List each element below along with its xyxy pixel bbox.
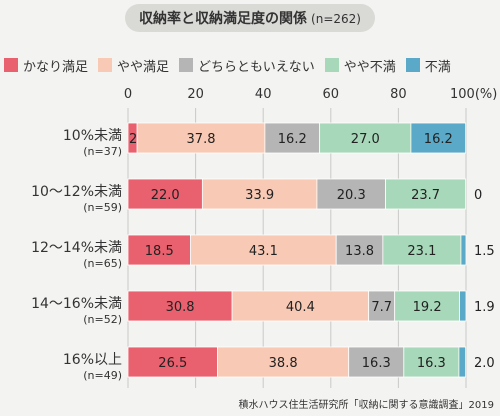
legend-item-yaya-manzoku: やや満足 <box>98 56 169 75</box>
legend-label-yaya-fuman: やや不満 <box>343 59 396 75</box>
bar-segment <box>136 122 266 154</box>
bar-segment <box>316 178 386 210</box>
data-label: 30.8 <box>166 300 195 315</box>
category-sample-size: (n=49) <box>83 369 122 382</box>
data-label: 16.3 <box>417 356 446 371</box>
bar-segment <box>458 346 467 378</box>
x-tick-label-0: 0 <box>124 87 132 102</box>
bar-segment <box>264 122 321 154</box>
data-label: 18.5 <box>145 244 174 259</box>
data-label-outside: 1.9 <box>474 300 495 315</box>
category-sample-size: (n=59) <box>83 201 122 214</box>
bar-segment <box>201 178 318 210</box>
bar-segment <box>368 290 396 322</box>
data-label: 23.1 <box>407 244 436 259</box>
category-sample-size: (n=37) <box>83 145 122 158</box>
bar-segment <box>231 290 370 322</box>
legend-label-yaya-manzoku: やや満足 <box>117 59 170 75</box>
legend-label-dochiramo: どちらともいえない <box>198 59 315 75</box>
data-label: 37.8 <box>187 132 216 147</box>
data-label: 43.1 <box>249 244 278 259</box>
category-sample-size: (n=52) <box>83 313 122 326</box>
data-label: 16.3 <box>362 356 391 371</box>
data-label: 38.8 <box>269 356 298 371</box>
category-label: 16%以上 <box>63 352 122 368</box>
legend-item-kanari-manzoku: かなり満足 <box>4 56 88 75</box>
data-label: 16.2 <box>278 132 307 147</box>
chart-title: 収納率と収納満足度の関係 (n=262) <box>125 4 375 32</box>
category-label: 10%未満 <box>63 128 122 144</box>
bar-segment <box>127 178 203 210</box>
bar-segment <box>410 122 467 154</box>
legend-swatch-fuman <box>405 58 420 72</box>
legend-swatch-yaya-fuman <box>324 58 339 72</box>
legend-label-kanari-manzoku: かなり満足 <box>23 59 89 75</box>
data-label: 22.0 <box>151 188 180 203</box>
data-label: 27.0 <box>351 132 380 147</box>
legend-swatch-yaya-manzoku <box>98 58 113 72</box>
x-tick-label-20: 20 <box>187 87 204 102</box>
bar-segment <box>460 234 467 266</box>
bar-segment <box>319 122 412 154</box>
legend-item-dochiramo: どちらともいえない <box>179 56 315 75</box>
legend-swatch-kanari-manzoku <box>4 58 18 72</box>
legend-label-fuman: 不満 <box>424 59 451 75</box>
data-label: 26.5 <box>158 356 187 371</box>
data-label: 40.4 <box>286 300 315 315</box>
bar-segment <box>127 346 218 378</box>
bar-segment <box>459 290 467 322</box>
data-label-outside: 0 <box>474 188 482 203</box>
legend-swatch-dochiramo <box>179 58 194 72</box>
x-tick-label-40: 40 <box>255 87 272 102</box>
data-label: 20.3 <box>337 188 366 203</box>
category-label: 12〜14%未満 <box>31 240 122 256</box>
legend-item-yaya-fuman: やや不満 <box>324 56 396 75</box>
bar-segment <box>335 234 384 266</box>
bar-segment <box>403 346 460 378</box>
data-label-outside: 1.5 <box>474 244 495 259</box>
chart-title-sample-size: (n=262) <box>311 12 361 26</box>
data-label: 23.7 <box>411 188 440 203</box>
x-tick-label-60: 60 <box>323 87 340 102</box>
data-label: 13.8 <box>345 244 374 259</box>
bar-segment <box>127 290 233 322</box>
source-note: 積水ハウス住生活研究所「収納に関する意識調査」2019 <box>238 400 494 411</box>
data-label-outside: 2.0 <box>474 356 495 371</box>
x-tick-label-80: 80 <box>390 87 407 102</box>
chart-title-bar: 収納率と収納満足度の関係 (n=262) <box>0 4 500 34</box>
category-label: 14〜16%未満 <box>31 296 122 312</box>
chart-legend: かなり満足 やや満足 どちらともいえない やや不満 不満 <box>4 55 500 75</box>
bar-segment <box>394 290 460 322</box>
legend-item-fuman: 不満 <box>405 56 451 75</box>
bar-segment <box>190 234 337 266</box>
bar-segment <box>385 178 467 210</box>
category-sample-size: (n=65) <box>83 257 122 270</box>
data-label: 19.2 <box>413 300 442 315</box>
category-label: 10〜12%未満 <box>31 184 122 200</box>
data-label: 33.9 <box>245 188 274 203</box>
data-label: 7.7 <box>371 300 392 315</box>
bar-segment <box>127 234 191 266</box>
chart-title-main: 収納率と収納満足度の関係 <box>139 11 308 27</box>
x-tick-label-100: 100(%) <box>450 87 497 102</box>
bar-segment <box>348 346 405 378</box>
data-label: 16.2 <box>424 132 453 147</box>
